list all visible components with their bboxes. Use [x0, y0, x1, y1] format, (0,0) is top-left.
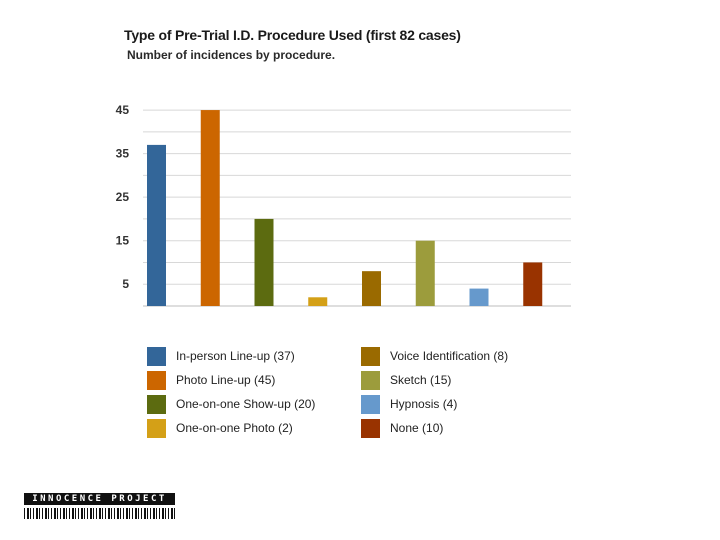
legend-label: Photo Line-up (45) — [176, 373, 276, 387]
legend-swatch — [147, 394, 166, 414]
legend-swatch — [361, 346, 380, 366]
legend-item: Hypnosis (4) — [361, 394, 457, 414]
y-tick-label: 15 — [116, 234, 130, 248]
legend-label: Hypnosis (4) — [390, 397, 458, 411]
logo-text: INNOCENCE PROJECT — [24, 493, 175, 505]
legend-item: Voice Identification (8) — [361, 346, 508, 366]
legend-swatch — [361, 370, 380, 390]
legend-label: Sketch (15) — [390, 373, 452, 387]
y-tick-label: 45 — [116, 103, 130, 117]
legend-label: One-on-one Photo (2) — [176, 421, 293, 435]
bar-sketch — [415, 240, 435, 306]
legend-label: In-person Line-up (37) — [176, 349, 295, 363]
legend-swatch — [147, 418, 166, 438]
legend-label: None (10) — [390, 421, 444, 435]
chart-title: Type of Pre-Trial I.D. Procedure Used (f… — [124, 27, 461, 43]
bar-one-on-one-photo — [308, 297, 328, 306]
legend-item: One-on-one Show-up (20) — [147, 394, 315, 414]
legend-item: Sketch (15) — [361, 370, 451, 390]
legend-item: None (10) — [361, 418, 443, 438]
innocence-project-logo: INNOCENCE PROJECT — [24, 493, 175, 520]
legend-label: Voice Identification (8) — [390, 349, 509, 363]
legend-swatch — [147, 346, 166, 366]
bar-none — [523, 262, 543, 306]
y-tick-label: 5 — [122, 277, 129, 291]
legend-item: One-on-one Photo (2) — [147, 418, 293, 438]
y-tick-label: 25 — [116, 190, 130, 204]
legend-swatch — [361, 418, 380, 438]
legend-item: Photo Line-up (45) — [147, 370, 275, 390]
bar-one-on-one-show-up — [254, 218, 274, 306]
bar-voice-identification — [362, 271, 381, 306]
bar-chart: 5 15 25 35 45 — [116, 103, 571, 307]
y-tick-label: 35 — [116, 147, 130, 161]
legend-swatch — [147, 370, 166, 390]
bar-hypnosis — [469, 288, 489, 306]
bar-photo-line-up — [200, 110, 220, 306]
barcode-icon — [24, 508, 175, 519]
legend-label: One-on-one Show-up (20) — [176, 397, 316, 411]
bar-in-person-line-up — [147, 144, 166, 306]
legend-item: In-person Line-up (37) — [147, 346, 295, 366]
legend-swatch — [361, 394, 380, 414]
chart-subtitle: Number of incidences by procedure. — [127, 48, 336, 62]
